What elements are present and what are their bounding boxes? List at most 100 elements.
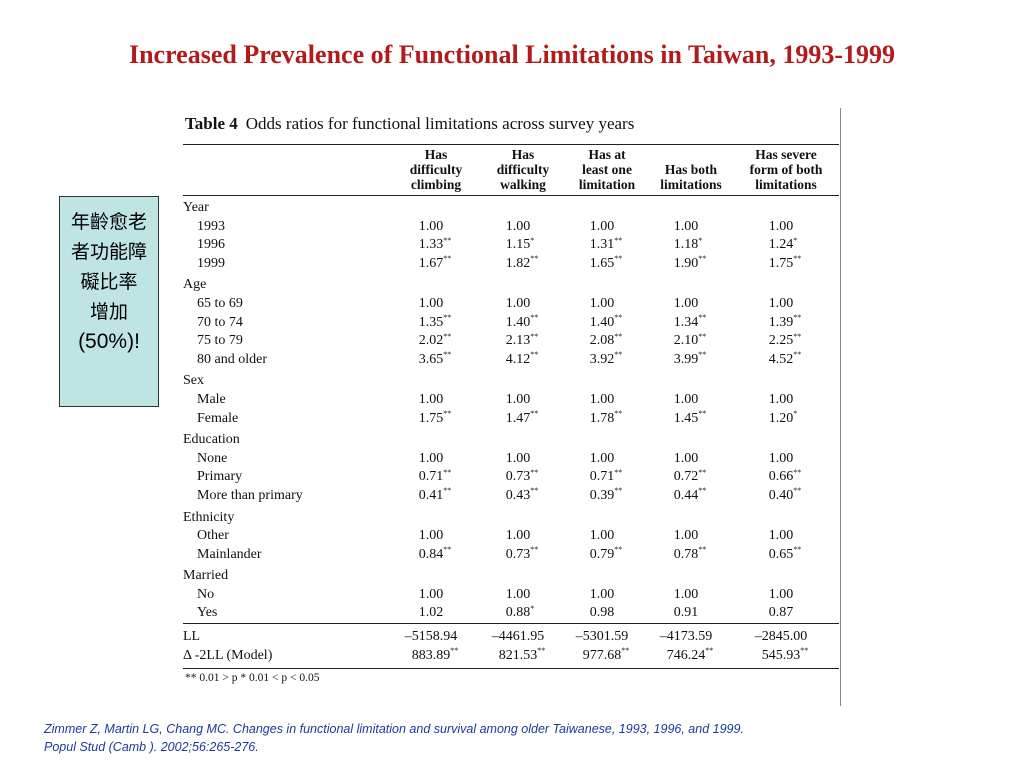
odds-value: 0.88 <box>505 605 531 621</box>
odds-value: 1.00 <box>505 295 531 311</box>
table-row: Yes 1.02 0.88* 0.98 0.91 0.87 <box>183 604 839 623</box>
odds-value-cell: 1.67** <box>418 254 452 271</box>
row-label: 1999 <box>197 255 225 271</box>
odds-value: 1.00 <box>505 586 531 602</box>
odds-value: 0.79 <box>589 546 615 562</box>
column-header-line: limitations <box>755 177 817 192</box>
odds-value-cell: 1.00 <box>733 527 839 546</box>
odds-value: 0.66 <box>768 469 794 485</box>
odds-value: 1.02 <box>418 605 444 621</box>
column-header-line: least one <box>582 162 632 177</box>
table-row: 1999 1.67** 1.82** 1.65** 1.90** 1.75** <box>183 255 839 274</box>
table-row: 65 to 69 1.00 1.00 1.00 1.00 1.00 <box>183 295 839 314</box>
odds-value: 1.82 <box>505 255 531 271</box>
odds-value: –2845.00 <box>754 629 808 645</box>
odds-value-cell: 1.00 <box>649 218 733 237</box>
odds-value-cell: 1.75** <box>418 408 452 426</box>
odds-value-cell: 1.78** <box>589 408 623 426</box>
odds-value-cell: 1.00 <box>391 527 481 546</box>
odds-value: 0.39 <box>589 487 615 503</box>
row-label: 70 to 74 <box>197 314 243 330</box>
row-label: 1993 <box>197 218 225 234</box>
odds-value-cell: 3.92** <box>589 350 623 367</box>
odds-value: 3.92 <box>589 351 615 367</box>
odds-value: 883.89 <box>411 647 451 663</box>
odds-value-cell: 1.39** <box>768 312 802 330</box>
section-label: Year <box>183 200 209 215</box>
odds-value: 0.65 <box>768 546 794 562</box>
odds-value-cell: 0.87 <box>733 604 839 623</box>
odds-value-cell: 1.75** <box>768 254 802 271</box>
odds-value: 1.00 <box>418 295 444 311</box>
odds-value-cell: 0.71** <box>589 467 623 485</box>
odds-value-cell: 0.44** <box>673 486 707 503</box>
section-label: Sex <box>183 373 204 389</box>
column-header-line: Has both <box>664 162 718 177</box>
column-header-line: climbing <box>410 177 462 192</box>
odds-value: 1.90 <box>673 255 699 271</box>
odds-value: 0.84 <box>418 546 444 562</box>
odds-value-cell: 1.40** <box>505 312 539 330</box>
row-label: 80 and older <box>197 351 267 367</box>
odds-value: 1.00 <box>418 586 444 602</box>
odds-value: 1.00 <box>768 295 794 311</box>
table-caption: Table 4 Odds ratios for functional limita… <box>185 114 841 134</box>
odds-value: 1.00 <box>589 218 615 234</box>
odds-value: 1.00 <box>768 586 794 602</box>
citation: Zimmer Z, Martin LG, Chang MC. Changes i… <box>44 720 744 756</box>
odds-value-cell: 1.00 <box>481 218 565 237</box>
odds-value: 1.00 <box>589 586 615 602</box>
odds-value: 0.78 <box>673 546 699 562</box>
column-header-line: form of both <box>749 162 823 177</box>
odds-value: 3.99 <box>673 351 699 367</box>
table-section-row: Married <box>183 564 839 586</box>
column-header-line: Has at <box>588 147 626 162</box>
side-note-line: (50%)! <box>78 330 140 353</box>
odds-value: 1.75 <box>768 255 794 271</box>
odds-value: 1.00 <box>673 450 699 466</box>
odds-value: 0.40 <box>768 487 794 503</box>
column-header-line: limitations <box>660 177 722 192</box>
odds-value-cell: 2.10** <box>673 331 707 349</box>
side-note-box: 年齡愈老 者功能障 礙比率 增加 (50%)! <box>59 196 159 407</box>
odds-value-cell: 1.00 <box>649 295 733 314</box>
odds-value-cell: 1.00 <box>733 450 839 469</box>
odds-value: 1.00 <box>589 528 615 544</box>
odds-value-cell: 1.31** <box>589 235 623 253</box>
odds-value-cell: –2845.00 <box>733 624 839 647</box>
odds-value-cell: 0.78** <box>673 545 707 562</box>
odds-value: 2.10 <box>673 333 699 349</box>
odds-value-cell: 1.00 <box>481 391 565 410</box>
table-caption-prefix: Table 4 <box>185 114 238 133</box>
citation-line: Zimmer Z, Martin LG, Chang MC. Changes i… <box>44 722 744 736</box>
odds-value-cell: 1.00 <box>391 218 481 237</box>
odds-value: 545.93 <box>761 647 801 663</box>
odds-value-cell: 1.02 <box>391 604 481 623</box>
odds-value-cell: 1.00 <box>565 586 649 605</box>
odds-ratio-table: Has difficulty climbing Has difficulty walkin… <box>183 144 839 669</box>
table-section-row: Education <box>183 428 839 450</box>
column-header-line: Has <box>511 147 535 162</box>
odds-value: 1.75 <box>418 410 444 426</box>
odds-value-cell: 1.00 <box>733 586 839 605</box>
odds-value: 1.35 <box>418 314 444 330</box>
odds-value: 1.00 <box>505 391 531 407</box>
odds-value-cell: 1.00 <box>649 586 733 605</box>
odds-value-cell: 1.82** <box>505 254 539 271</box>
odds-value-cell: –4173.59 <box>649 624 733 647</box>
odds-value-cell: 1.00 <box>391 586 481 605</box>
odds-value: 1.34 <box>673 314 699 330</box>
odds-value: 4.12 <box>505 351 531 367</box>
odds-value-cell: 0.98 <box>565 604 649 623</box>
table-caption-text: Odds ratios for functional limitations a… <box>245 114 635 133</box>
row-label: None <box>197 450 228 466</box>
odds-value-cell: 1.90** <box>673 254 707 271</box>
section-label: Married <box>183 568 229 584</box>
odds-value: 0.87 <box>768 605 794 621</box>
side-note-line: 年齡愈老 <box>70 211 147 233</box>
row-label: Δ -2LL (Model) <box>183 647 273 663</box>
side-note-line: 礙比率 <box>80 271 138 293</box>
column-header-line: difficulty <box>409 162 463 177</box>
odds-value-cell: 2.13** <box>505 331 539 349</box>
odds-value: 1.47 <box>505 410 531 426</box>
